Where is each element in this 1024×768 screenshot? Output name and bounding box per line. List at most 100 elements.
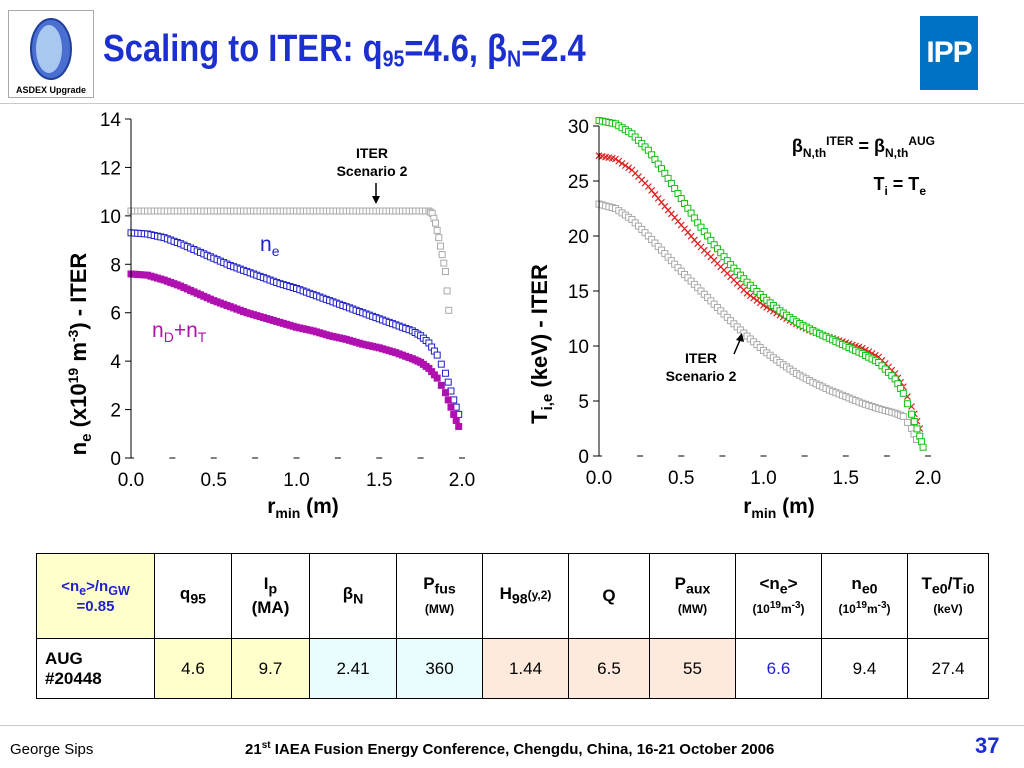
data-point xyxy=(441,369,449,377)
temperature-chart: 0 5 10 15 20 25 30 0.0 0.5 1.0 1.5 2.0 Ti,e (keV) -… xyxy=(527,117,941,521)
y-axis-label: ne (x1019 m-3) - ITER xyxy=(65,253,95,456)
page-number: 37 xyxy=(975,733,1000,758)
data-point xyxy=(903,400,911,408)
asdex-upgrade-logo: ASDEX Upgrade xyxy=(8,10,94,98)
cell-te0: 27.4 xyxy=(907,638,989,699)
data-point xyxy=(910,418,918,426)
iter-annotation-line2: Scenario 2 xyxy=(337,163,408,179)
y-tick-label: 10 xyxy=(568,337,589,358)
data-point xyxy=(625,164,633,172)
data-point xyxy=(899,389,907,397)
series-nDT xyxy=(127,270,463,431)
x-axis-label: rmin (m) xyxy=(743,495,815,521)
x-tick-label: 1.0 xyxy=(283,470,309,491)
footer-conference: 21st IAEA Fusion Energy Conference, Chen… xyxy=(245,740,775,758)
footer-divider xyxy=(0,725,1024,726)
data-point xyxy=(436,242,444,250)
x-tick-label: 1.5 xyxy=(366,470,392,491)
data-point xyxy=(612,155,619,163)
table-row: AUG #20448 4.6 9.7 2.41 360 1.44 6.5 55 6… xyxy=(36,638,989,699)
header-ne0: ne0 (1019m-3) xyxy=(821,553,908,639)
y-tick-label: 14 xyxy=(100,110,122,131)
data-point xyxy=(432,219,440,227)
data-point xyxy=(441,268,449,276)
parameters-table: <ne>/nGW =0.85 q95 Ip (MA) βN Pfus (MW) H98… xyxy=(36,553,989,699)
data-point xyxy=(452,416,460,424)
x-axis-label: rmin (m) xyxy=(267,495,339,521)
cell-ne: 6.6 xyxy=(735,638,822,699)
x-tick-label: 0.0 xyxy=(118,470,144,491)
header-q95: q95 xyxy=(154,553,232,639)
cell-pfus: 360 xyxy=(396,638,483,699)
series-ti xyxy=(595,117,927,451)
asdex-logo-text: ASDEX Upgrade xyxy=(15,85,86,95)
x-tick-label: 0.0 xyxy=(586,468,612,489)
series-iter xyxy=(127,207,453,314)
x-tick-label: 1.0 xyxy=(750,468,776,489)
y-tick-label: 6 xyxy=(110,304,121,325)
cell-q: 6.5 xyxy=(568,638,650,699)
y-tick-label: 20 xyxy=(568,227,589,248)
header-te0: Te0/Ti0 (keV) xyxy=(907,553,989,639)
data-point xyxy=(445,306,453,314)
iter-annotation-arrowhead xyxy=(372,196,380,204)
y-tick-label: 2 xyxy=(110,401,121,422)
y-tick-label: 0 xyxy=(110,449,121,470)
header-q: Q xyxy=(568,553,650,639)
header-divider xyxy=(0,103,1024,104)
series-iter xyxy=(595,200,920,443)
iter-annotation-arrow xyxy=(733,339,741,355)
iter-annotation-line1: ITER xyxy=(356,145,388,161)
iter-annotation-arrowhead xyxy=(736,333,744,342)
data-point xyxy=(908,410,916,418)
iter-annotation-line2: Scenario 2 xyxy=(666,368,737,384)
slide-title: Scaling to ITER: q95=4.6, βN=2.4 xyxy=(103,28,586,72)
x-tick-label: 2.0 xyxy=(915,468,941,489)
data-point xyxy=(615,157,623,165)
cell-paux: 55 xyxy=(649,638,736,699)
header-pfus: Pfus (MW) xyxy=(396,553,483,639)
row-label: AUG #20448 xyxy=(36,638,155,699)
data-point xyxy=(433,226,441,234)
data-point xyxy=(618,159,626,167)
data-point xyxy=(433,374,441,382)
data-point xyxy=(753,297,761,304)
ndt-series-label: nD+nT xyxy=(152,319,207,345)
cell-q95: 4.6 xyxy=(154,638,232,699)
x-tick-label: 0.5 xyxy=(201,470,227,491)
y-tick-label: 0 xyxy=(578,447,589,468)
y-tick-label: 15 xyxy=(568,282,589,303)
data-point xyxy=(437,360,445,368)
data-point xyxy=(443,287,451,295)
data-point xyxy=(438,251,446,259)
data-point xyxy=(435,234,443,242)
x-tick-label: 0.5 xyxy=(668,468,694,489)
footer-author: George Sips xyxy=(10,741,94,758)
cell-ip: 9.7 xyxy=(231,638,310,699)
data-point xyxy=(621,162,629,170)
data-point xyxy=(440,259,448,267)
header-h98: H98(y,2) xyxy=(482,553,569,639)
beta-legend: βN,thITER = βN,thAUG xyxy=(792,134,935,160)
x-tick-label: 1.5 xyxy=(833,468,859,489)
ipp-logo: IPP xyxy=(920,16,978,90)
header-ip: Ip (MA) xyxy=(231,553,310,639)
y-tick-label: 5 xyxy=(578,392,589,413)
y-tick-label: 8 xyxy=(110,255,121,276)
data-point xyxy=(903,418,911,426)
data-point xyxy=(450,410,458,418)
data-point xyxy=(441,389,449,397)
data-point xyxy=(447,403,455,411)
table-header-row: <ne>/nGW =0.85 q95 Ip (MA) βN Pfus (MW) H98… xyxy=(36,553,989,639)
y-tick-label: 25 xyxy=(568,172,589,193)
ne-series-label: ne xyxy=(260,233,280,259)
asdex-logo-icon xyxy=(30,18,72,80)
data-point xyxy=(455,423,463,431)
data-point xyxy=(444,378,452,386)
data-point xyxy=(913,425,921,433)
temperature-legend: Ti = Te xyxy=(873,174,926,198)
data-point xyxy=(743,289,751,297)
header-ne: <ne> (1019m-3) xyxy=(735,553,822,639)
cell-betan: 2.41 xyxy=(309,638,397,699)
y-tick-label: 12 xyxy=(100,158,121,179)
